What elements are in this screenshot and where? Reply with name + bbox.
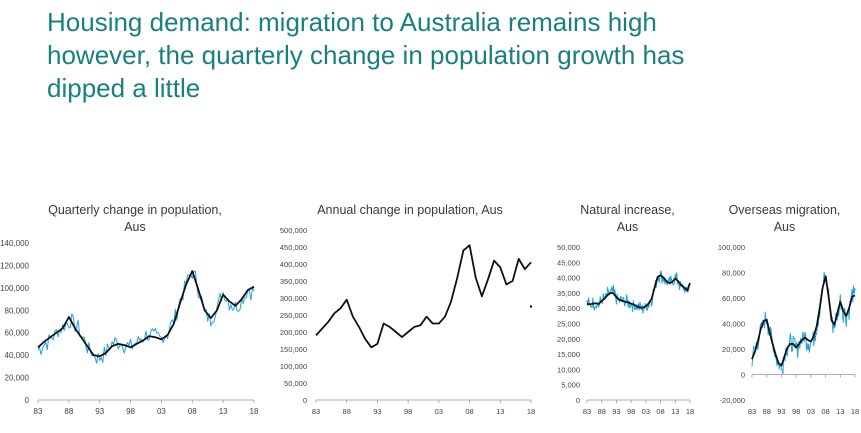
slide-title-line: Housing demand: migration to Australia r…: [47, 7, 657, 37]
x-tick-label: 98: [404, 407, 412, 416]
y-tick-label: 120,000: [0, 261, 29, 270]
x-tick-label: 08: [188, 407, 197, 416]
x-tick-label: 13: [496, 407, 504, 416]
y-tick-label: 100,000: [0, 284, 29, 293]
x-tick-label: 03: [807, 407, 815, 416]
y-tick-label: 60,000: [722, 294, 745, 303]
y-tick-label: 450,000: [280, 243, 307, 252]
x-tick-label: 03: [157, 407, 166, 416]
chart-title-line: Quarterly change in population,: [48, 203, 222, 217]
x-tick-label: 08: [465, 407, 473, 416]
y-tick-label: 10,000: [557, 365, 580, 374]
series-line-trend: [315, 244, 532, 349]
x-tick-label: 08: [821, 407, 829, 416]
x-tick-label: 98: [126, 407, 135, 416]
y-tick-label: 80,000: [5, 306, 30, 315]
y-tick-label: 250,000: [280, 311, 307, 320]
x-tick-label: 03: [642, 407, 650, 416]
y-tick-label: 300,000: [280, 294, 307, 303]
chart-title-line: Overseas migration,: [728, 203, 841, 217]
x-tick-label: 13: [671, 407, 679, 416]
y-tick-label: 0: [303, 396, 307, 405]
y-tick-label: 50,000: [284, 379, 307, 388]
x-tick-label: 88: [343, 407, 351, 416]
x-tick-label: 83: [748, 407, 756, 416]
x-tick-label: 98: [792, 407, 800, 416]
series-line-trend: [751, 275, 856, 367]
y-tick-label: 100,000: [280, 362, 307, 371]
chart-title-annual-population: Annual change in population, Aus: [290, 202, 530, 219]
series-line-raw: [37, 270, 255, 364]
x-tick-label: 93: [777, 407, 785, 416]
chart-title-line: Aus: [773, 220, 796, 234]
y-tick-label: 40,000: [722, 320, 745, 329]
y-tick-label: 50,000: [557, 243, 580, 252]
data-point: [529, 305, 533, 308]
y-tick-label: 350,000: [280, 277, 307, 286]
x-tick-label: 93: [612, 407, 620, 416]
y-tick-label: 15,000: [557, 350, 580, 359]
chart-title-natural-increase: Natural increase, Aus: [555, 202, 700, 236]
x-tick-label: 18: [686, 407, 694, 416]
y-tick-label: 0: [741, 371, 745, 380]
y-tick-label: 100,000: [718, 243, 745, 252]
x-tick-label: 88: [598, 407, 606, 416]
x-tick-label: 18: [851, 407, 859, 416]
x-tick-label: 98: [627, 407, 635, 416]
x-tick-label: 08: [656, 407, 664, 416]
x-tick-label: 83: [312, 407, 320, 416]
y-tick-label: 30,000: [557, 304, 580, 313]
y-tick-label: 500,000: [280, 226, 307, 235]
x-tick-label: 18: [527, 407, 535, 416]
y-tick-label: 0: [576, 396, 580, 405]
y-tick-label: 200,000: [280, 328, 307, 337]
y-tick-label: 0: [25, 396, 30, 405]
y-tick-label: 5,000: [561, 381, 580, 390]
y-tick-label: 40,000: [557, 274, 580, 283]
x-tick-label: 93: [373, 407, 381, 416]
y-tick-label: 45,000: [557, 258, 580, 267]
y-tick-label: 400,000: [280, 260, 307, 269]
x-tick-label: 13: [219, 407, 228, 416]
y-tick-label: 140,000: [0, 239, 29, 248]
x-tick-label: 18: [250, 407, 259, 416]
x-tick-label: 88: [64, 407, 73, 416]
x-tick-label: 88: [763, 407, 771, 416]
chart-title-line: Aus: [124, 220, 146, 234]
chart-title-overseas-migration: Overseas migration, Aus: [712, 202, 857, 236]
y-tick-label: 20,000: [5, 374, 30, 383]
slide-title: Housing demand: migration to Australia r…: [47, 6, 847, 105]
chart-title-line: Annual change in population, Aus: [317, 203, 503, 217]
chart-title-quarterly-population: Quarterly change in population, Aus: [15, 202, 255, 236]
y-tick-label: 20,000: [557, 335, 580, 344]
y-tick-label: 80,000: [722, 269, 745, 278]
x-tick-label: 13: [836, 407, 844, 416]
series-line-trend: [586, 274, 691, 309]
y-tick-label: 35,000: [557, 289, 580, 298]
y-tick-label: 150,000: [280, 345, 307, 354]
x-tick-label: 93: [95, 407, 104, 416]
x-tick-label: 83: [583, 407, 591, 416]
y-tick-label: -20,000: [720, 396, 745, 405]
chart-title-line: Natural increase,: [580, 203, 675, 217]
slide-title-line: dipped a little: [47, 73, 201, 103]
y-tick-label: 60,000: [5, 329, 30, 338]
x-tick-label: 83: [34, 407, 43, 416]
series-line-trend: [37, 270, 255, 358]
x-tick-label: 03: [435, 407, 443, 416]
y-tick-label: 40,000: [5, 351, 30, 360]
chart-title-line: Aus: [616, 220, 639, 234]
y-tick-label: 25,000: [557, 320, 580, 329]
slide-title-line: however, the quarterly change in populat…: [47, 40, 685, 70]
y-tick-label: 20,000: [722, 345, 745, 354]
